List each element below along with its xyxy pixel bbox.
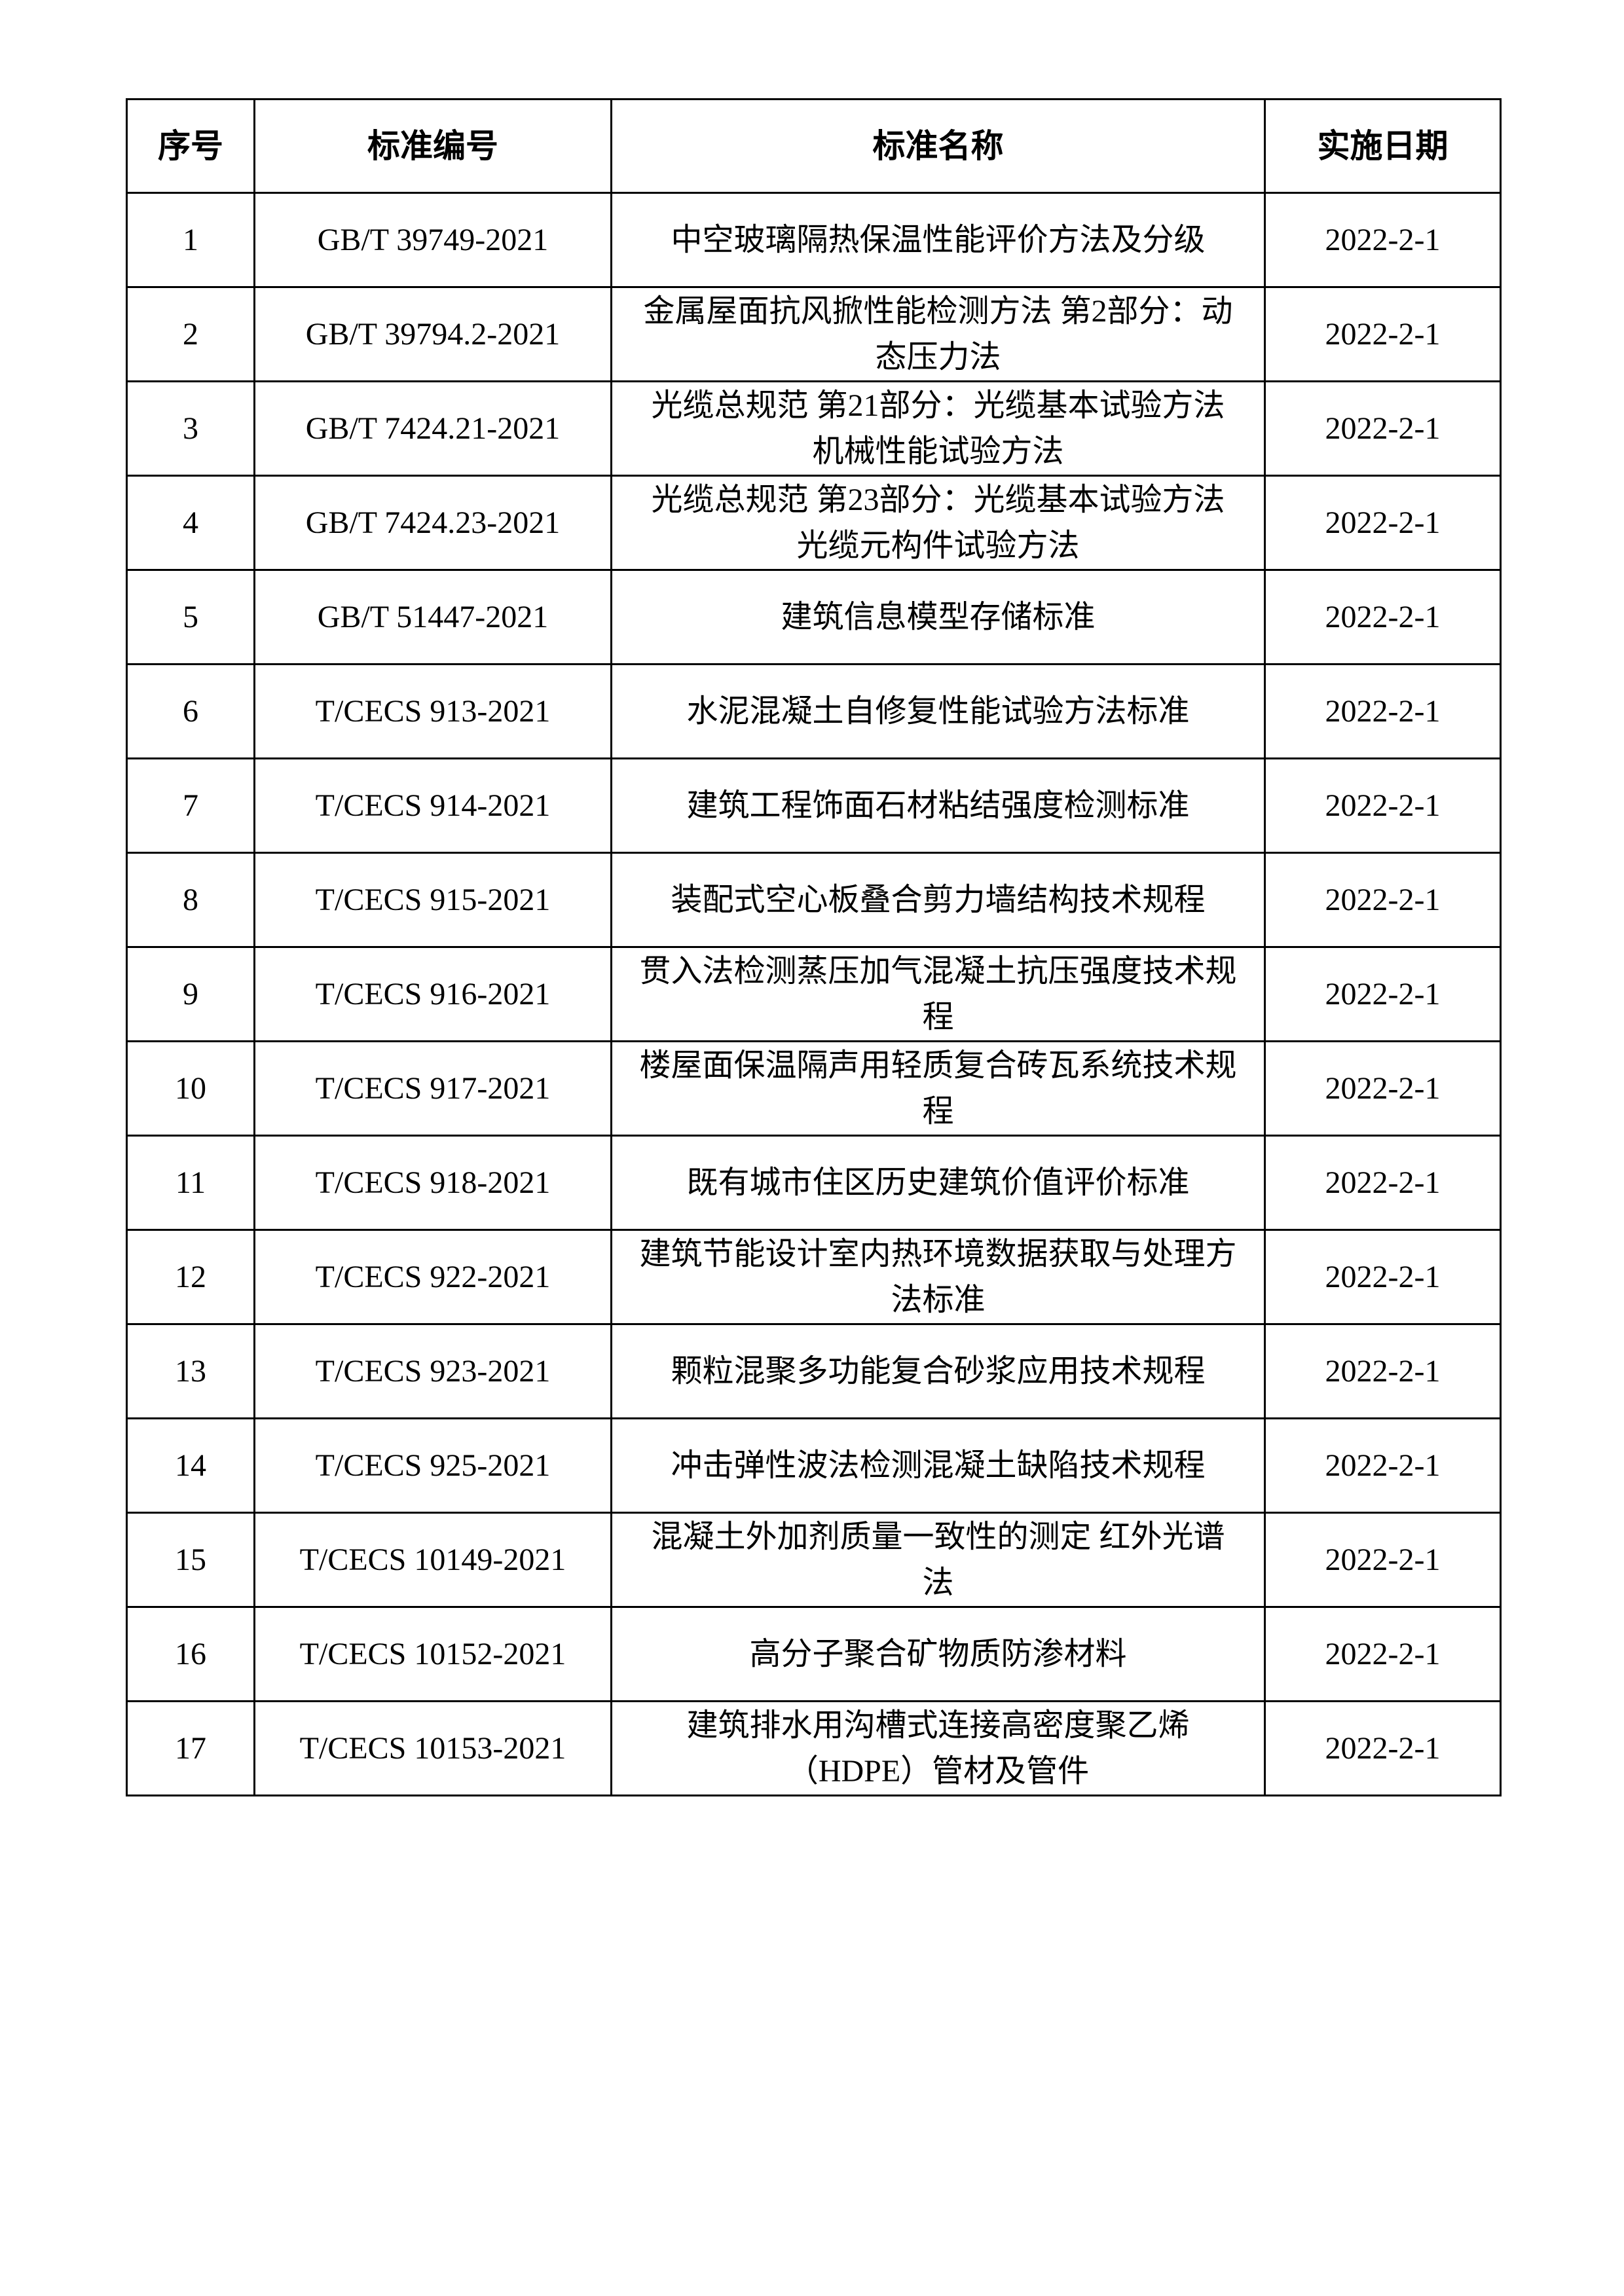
name-cell: 建筑排水用沟槽式连接高密度聚乙烯（HDPE）管材及管件 xyxy=(610,1700,1266,1796)
table-body: 1 GB/T 39749-2021 中空玻璃隔热保温性能评价方法及分级 2022-2-… xyxy=(126,192,1502,1796)
code-cell: T/CECS 916-2021 xyxy=(253,946,612,1042)
name-cell: 楼屋面保温隔声用轻质复合砖瓦系统技术规程 xyxy=(610,1040,1266,1137)
table-row: 2 GB/T 39794.2-2021 金属屋面抗风掀性能检测方法 第2部分：动态压… xyxy=(126,286,1502,382)
code-cell: T/CECS 10153-2021 xyxy=(253,1700,612,1796)
table-row: 16 T/CECS 10152-2021 高分子聚合矿物质防渗材料 2022-2-1 xyxy=(126,1606,1502,1702)
date-cell: 2022-2-1 xyxy=(1264,1135,1502,1231)
name-cell: 贯入法检测蒸压加气混凝土抗压强度技术规程 xyxy=(610,946,1266,1042)
code-cell: GB/T 39794.2-2021 xyxy=(253,286,612,382)
code-cell: T/CECS 925-2021 xyxy=(253,1417,612,1514)
date-cell: 2022-2-1 xyxy=(1264,1417,1502,1514)
code-cell: T/CECS 915-2021 xyxy=(253,852,612,948)
name-cell: 光缆总规范 第21部分：光缆基本试验方法 机械性能试验方法 xyxy=(610,380,1266,477)
name-cell: 建筑节能设计室内热环境数据获取与处理方法标准 xyxy=(610,1229,1266,1325)
table-row: 10 T/CECS 917-2021 楼屋面保温隔声用轻质复合砖瓦系统技术规程 202… xyxy=(126,1040,1502,1137)
name-cell: 高分子聚合矿物质防渗材料 xyxy=(610,1606,1266,1702)
code-cell: GB/T 7424.23-2021 xyxy=(253,475,612,571)
code-cell: T/CECS 918-2021 xyxy=(253,1135,612,1231)
table-row: 6 T/CECS 913-2021 水泥混凝土自修复性能试验方法标准 2022-2-1 xyxy=(126,663,1502,759)
date-cell: 2022-2-1 xyxy=(1264,946,1502,1042)
header-row: 序号 标准编号 标准名称 实施日期 xyxy=(126,98,1502,194)
no-cell: 14 xyxy=(126,1417,255,1514)
date-cell: 2022-2-1 xyxy=(1264,380,1502,477)
no-cell: 13 xyxy=(126,1323,255,1419)
no-cell: 15 xyxy=(126,1512,255,1608)
code-cell: T/CECS 913-2021 xyxy=(253,663,612,759)
code-cell: GB/T 7424.21-2021 xyxy=(253,380,612,477)
table-row: 7 T/CECS 914-2021 建筑工程饰面石材粘结强度检测标准 2022-2-1 xyxy=(126,757,1502,854)
name-cell: 水泥混凝土自修复性能试验方法标准 xyxy=(610,663,1266,759)
no-cell: 10 xyxy=(126,1040,255,1137)
code-cell: T/CECS 10152-2021 xyxy=(253,1606,612,1702)
name-cell: 建筑工程饰面石材粘结强度检测标准 xyxy=(610,757,1266,854)
date-cell: 2022-2-1 xyxy=(1264,1512,1502,1608)
standards-table: 序号 标准编号 标准名称 实施日期 1 GB/T 39749-2021 中空玻璃隔热保温性… xyxy=(126,98,1502,1796)
no-cell: 9 xyxy=(126,946,255,1042)
date-cell: 2022-2-1 xyxy=(1264,286,1502,382)
name-cell: 金属屋面抗风掀性能检测方法 第2部分：动态压力法 xyxy=(610,286,1266,382)
name-cell: 装配式空心板叠合剪力墙结构技术规程 xyxy=(610,852,1266,948)
header-cell-code: 标准编号 xyxy=(253,98,612,194)
name-cell: 颗粒混聚多功能复合砂浆应用技术规程 xyxy=(610,1323,1266,1419)
no-cell: 2 xyxy=(126,286,255,382)
name-cell: 中空玻璃隔热保温性能评价方法及分级 xyxy=(610,192,1266,288)
date-cell: 2022-2-1 xyxy=(1264,852,1502,948)
table-row: 8 T/CECS 915-2021 装配式空心板叠合剪力墙结构技术规程 2022-2-… xyxy=(126,852,1502,948)
code-cell: GB/T 51447-2021 xyxy=(253,569,612,665)
table-row: 12 T/CECS 922-2021 建筑节能设计室内热环境数据获取与处理方法标准 2… xyxy=(126,1229,1502,1325)
code-cell: T/CECS 923-2021 xyxy=(253,1323,612,1419)
table-row: 3 GB/T 7424.21-2021 光缆总规范 第21部分：光缆基本试验方法 机… xyxy=(126,380,1502,477)
no-cell: 8 xyxy=(126,852,255,948)
no-cell: 3 xyxy=(126,380,255,477)
date-cell: 2022-2-1 xyxy=(1264,475,1502,571)
code-cell: T/CECS 914-2021 xyxy=(253,757,612,854)
date-cell: 2022-2-1 xyxy=(1264,569,1502,665)
date-cell: 2022-2-1 xyxy=(1264,757,1502,854)
table-row: 15 T/CECS 10149-2021 混凝土外加剂质量一致性的测定 红外光谱法 2… xyxy=(126,1512,1502,1608)
date-cell: 2022-2-1 xyxy=(1264,1229,1502,1325)
code-cell: T/CECS 10149-2021 xyxy=(253,1512,612,1608)
name-cell: 建筑信息模型存储标准 xyxy=(610,569,1266,665)
table-row: 5 GB/T 51447-2021 建筑信息模型存储标准 2022-2-1 xyxy=(126,569,1502,665)
table-row: 13 T/CECS 923-2021 颗粒混聚多功能复合砂浆应用技术规程 2022-2… xyxy=(126,1323,1502,1419)
name-cell: 既有城市住区历史建筑价值评价标准 xyxy=(610,1135,1266,1231)
table-row: 4 GB/T 7424.23-2021 光缆总规范 第23部分：光缆基本试验方法 光… xyxy=(126,475,1502,571)
date-cell: 2022-2-1 xyxy=(1264,1323,1502,1419)
date-cell: 2022-2-1 xyxy=(1264,663,1502,759)
table-row: 11 T/CECS 918-2021 既有城市住区历史建筑价值评价标准 2022-2-… xyxy=(126,1135,1502,1231)
no-cell: 1 xyxy=(126,192,255,288)
table-row: 1 GB/T 39749-2021 中空玻璃隔热保温性能评价方法及分级 2022-2-… xyxy=(126,192,1502,288)
table-header: 序号 标准编号 标准名称 实施日期 xyxy=(126,98,1502,194)
no-cell: 5 xyxy=(126,569,255,665)
name-cell: 混凝土外加剂质量一致性的测定 红外光谱法 xyxy=(610,1512,1266,1608)
code-cell: GB/T 39749-2021 xyxy=(253,192,612,288)
name-cell: 冲击弹性波法检测混凝土缺陷技术规程 xyxy=(610,1417,1266,1514)
no-cell: 16 xyxy=(126,1606,255,1702)
table-row: 14 T/CECS 925-2021 冲击弹性波法检测混凝土缺陷技术规程 2022-2… xyxy=(126,1417,1502,1514)
name-cell: 光缆总规范 第23部分：光缆基本试验方法 光缆元构件试验方法 xyxy=(610,475,1266,571)
no-cell: 11 xyxy=(126,1135,255,1231)
code-cell: T/CECS 917-2021 xyxy=(253,1040,612,1137)
date-cell: 2022-2-1 xyxy=(1264,1700,1502,1796)
no-cell: 12 xyxy=(126,1229,255,1325)
table-row: 17 T/CECS 10153-2021 建筑排水用沟槽式连接高密度聚乙烯（HDPE… xyxy=(126,1700,1502,1796)
no-cell: 4 xyxy=(126,475,255,571)
date-cell: 2022-2-1 xyxy=(1264,1040,1502,1137)
header-cell-name: 标准名称 xyxy=(610,98,1266,194)
no-cell: 6 xyxy=(126,663,255,759)
table-row: 9 T/CECS 916-2021 贯入法检测蒸压加气混凝土抗压强度技术规程 2022… xyxy=(126,946,1502,1042)
header-cell-date: 实施日期 xyxy=(1264,98,1502,194)
date-cell: 2022-2-1 xyxy=(1264,192,1502,288)
no-cell: 17 xyxy=(126,1700,255,1796)
code-cell: T/CECS 922-2021 xyxy=(253,1229,612,1325)
date-cell: 2022-2-1 xyxy=(1264,1606,1502,1702)
no-cell: 7 xyxy=(126,757,255,854)
header-cell-no: 序号 xyxy=(126,98,255,194)
